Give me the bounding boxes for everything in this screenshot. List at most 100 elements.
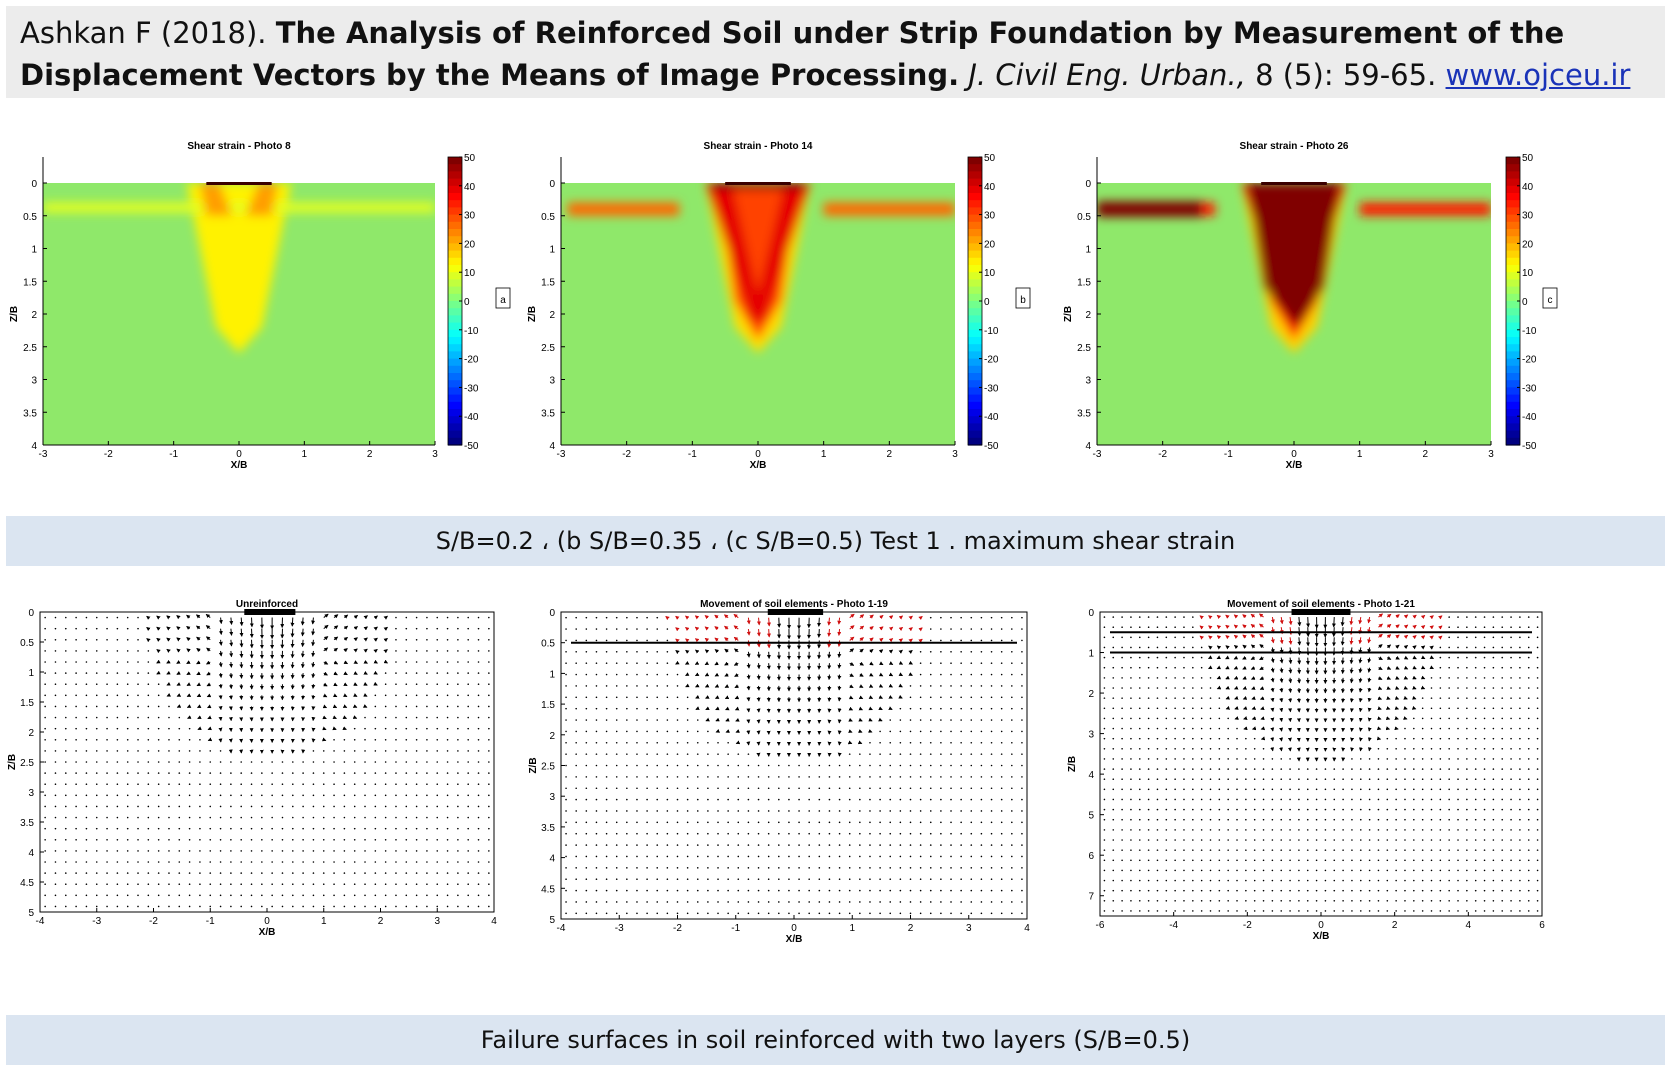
vector-dot (848, 878, 851, 881)
vector-dot (676, 764, 679, 767)
vector-dot (488, 772, 490, 774)
vector-dot (312, 905, 315, 908)
vector-dot (1527, 666, 1530, 669)
vector-dot (1271, 869, 1274, 872)
vector-dot (646, 707, 648, 710)
vector-arrow (847, 740, 853, 745)
vector-dot (666, 776, 669, 778)
vector-arrow (205, 636, 211, 641)
vector-arrow (323, 636, 329, 641)
vector-dot (477, 738, 480, 741)
vector-dot (626, 776, 628, 778)
vector-dot (615, 912, 618, 915)
vector-dot (281, 861, 284, 863)
vector-dot (1395, 768, 1397, 770)
vector-dot (767, 855, 770, 858)
vector-dot (1483, 849, 1486, 851)
vector-dot (626, 832, 628, 835)
vector-dot (1245, 788, 1247, 791)
vector-dot (818, 867, 821, 869)
vector-dot (271, 894, 273, 897)
vector-dot (488, 838, 490, 841)
vector-dot (828, 912, 831, 915)
vector-dot (302, 905, 304, 908)
vector-arrow (1270, 677, 1275, 683)
vector-dot (106, 783, 108, 786)
vector-dot (970, 685, 973, 687)
vector-dot (1466, 869, 1468, 872)
vector-arrow (704, 683, 710, 688)
vector-dot (909, 776, 912, 778)
vector-dot (859, 753, 861, 755)
vector-dot (333, 827, 335, 830)
vector-dot (54, 750, 57, 752)
vector-dot (1021, 764, 1023, 767)
vector-dot (1474, 646, 1477, 649)
vector-arrow (1358, 707, 1363, 713)
vector-dot (1165, 707, 1168, 710)
vector-dot (585, 696, 588, 699)
vector-dot (676, 821, 679, 824)
vector-dot (1138, 849, 1141, 851)
vector-dot (1130, 778, 1132, 780)
vector-dot (477, 883, 480, 886)
vector-dot (707, 901, 709, 903)
vector-dot (747, 764, 750, 767)
vector-dot (717, 912, 719, 915)
vector-dot (147, 783, 150, 786)
vector-dot (147, 872, 150, 874)
x-axis-label: X/B (750, 460, 767, 471)
vector-arrow-red (1216, 614, 1222, 620)
vector-dot (950, 741, 952, 744)
vector-dot (1536, 758, 1539, 760)
vector-dot (1112, 808, 1115, 811)
vector-dot (1289, 839, 1291, 841)
vector-arrow-red (1358, 637, 1363, 645)
vector-dot (1527, 758, 1530, 760)
vector-dot (636, 616, 638, 619)
vector-arrow-red (1412, 614, 1417, 619)
vector-arrow-red (1288, 637, 1293, 645)
vector-dot (364, 794, 366, 797)
vector-dot (1421, 727, 1424, 730)
vector-arrow-red (827, 617, 832, 626)
vector-dot (446, 694, 449, 697)
vector-dot (95, 805, 98, 808)
citation-link[interactable]: www.ojceu.ir (1445, 58, 1631, 92)
vector-dot (1536, 879, 1539, 882)
colorbar-segment (968, 178, 982, 187)
vector-dot (1386, 889, 1389, 892)
vector-dot (95, 627, 98, 630)
shear-strain-plot-b: Shear strain - Photo 14-3 -2 -1 0 1 2 300.511.… (527, 141, 1031, 471)
colorbar-segment (1506, 322, 1520, 331)
vector-dot (656, 810, 659, 812)
vector-dot (1011, 912, 1013, 915)
vector-dot (656, 719, 659, 721)
vector-dot (85, 738, 88, 741)
vector-arrow (1279, 657, 1284, 664)
vector-dot (116, 894, 119, 897)
vector-dot (727, 798, 729, 801)
vector-dot (64, 616, 67, 619)
vector-arrow (1378, 656, 1383, 661)
vector-dot (395, 727, 397, 730)
vector-dot (219, 816, 222, 819)
vector-dot (1147, 768, 1150, 770)
vector-dot (1183, 788, 1185, 791)
vector-dot (960, 867, 962, 869)
colorbar-segment (968, 373, 982, 381)
colorbar-tick-label: 10 (1522, 268, 1534, 279)
vector-dot (808, 867, 810, 869)
vector-dot (565, 889, 567, 892)
vector-dot (1519, 788, 1521, 791)
vector-dot (960, 650, 962, 653)
vector-dot (636, 878, 638, 881)
x-tick-label: -1 (1224, 449, 1233, 460)
vector-dot (147, 894, 150, 897)
vector-dot (1483, 717, 1486, 720)
vector-dot (44, 838, 46, 841)
vector-dot (727, 855, 729, 858)
vector-dot (585, 901, 588, 903)
vector-dot (477, 627, 480, 630)
vector-arrow (1420, 655, 1426, 660)
